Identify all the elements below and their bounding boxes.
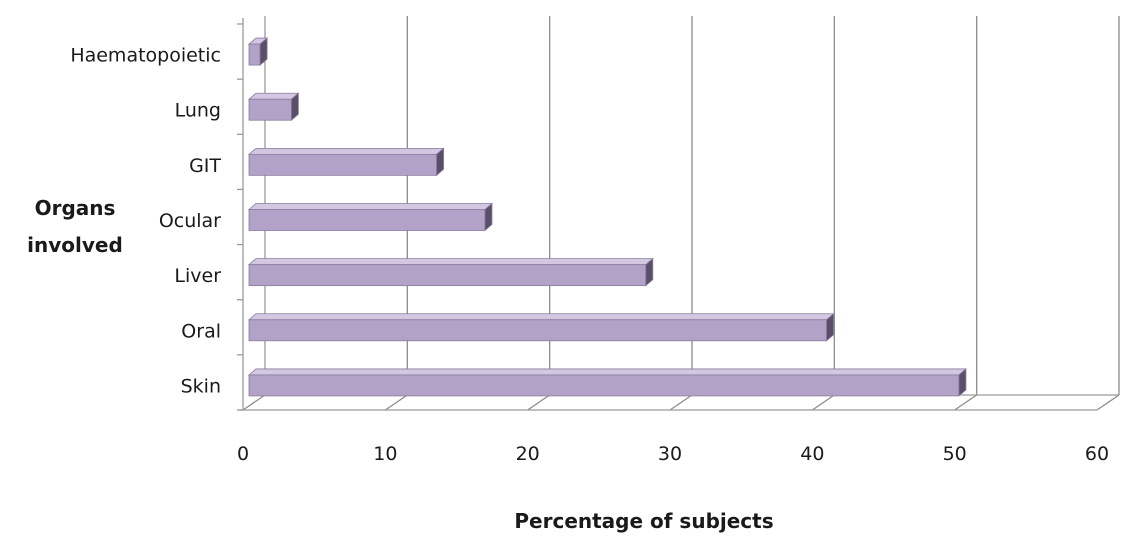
bar-top-face (247, 313, 835, 321)
category-label: Lung (175, 100, 221, 122)
bar-oral (247, 312, 835, 342)
category-label: Oral (181, 320, 221, 342)
bar-front-face (248, 319, 827, 342)
bar-side-face (484, 202, 493, 232)
bar-top-face (247, 258, 654, 266)
bar-lung (247, 92, 300, 122)
bar-haematopoietic (247, 37, 269, 66)
x-tick-labels: 0 10 20 30 40 50 60 (237, 443, 1109, 465)
x-tick-label: 60 (1085, 443, 1109, 465)
bar-front-face (248, 153, 437, 176)
bar-front-face (248, 209, 486, 231)
bar-side-face (645, 257, 654, 287)
category-label: Ocular (159, 210, 221, 232)
category-label: GIT (189, 155, 221, 177)
bar-liver (247, 257, 654, 287)
floor-line-50 (954, 394, 978, 411)
x-tick-label: 0 (237, 443, 249, 465)
bar-ocular (247, 202, 494, 232)
floor-line-10 (384, 394, 408, 411)
x-tick-label: 40 (800, 443, 824, 465)
bar-side-face (958, 368, 967, 397)
x-tick-label: 20 (516, 443, 540, 465)
floor-line-0 (242, 394, 266, 411)
floor-line-30 (669, 394, 693, 411)
bar-top-face (247, 368, 968, 376)
category-labels: Skin Oral Liver Ocular GIT Lung Haematopoietic (70, 45, 221, 398)
gridlines (242, 16, 1120, 411)
floor-line-20 (527, 394, 551, 411)
x-tick-label: 30 (658, 443, 682, 465)
bar-front-face (248, 98, 292, 121)
category-label: Haematopoietic (70, 45, 221, 67)
bar-top-face (247, 147, 445, 155)
bar-front-face (248, 43, 261, 66)
y-axis-title-line-1: Organs (35, 196, 116, 220)
floor-line-40 (811, 394, 835, 411)
y-axis-title-line-2: involved (27, 233, 123, 257)
bar-side-face (259, 37, 268, 66)
x-axis-title: Percentage of subjects (514, 509, 773, 533)
floor-line-60 (1096, 394, 1120, 411)
bar-side-face (290, 92, 299, 122)
x-tick-label: 50 (943, 443, 967, 465)
bar-top-face (247, 203, 494, 210)
bars (247, 37, 968, 397)
bar-side-face (826, 312, 834, 342)
bar-front-face (248, 374, 960, 397)
bar-front-face (248, 264, 647, 287)
bar-skin (247, 368, 968, 397)
bar-top-face (247, 92, 300, 100)
bar-git (247, 147, 445, 177)
bar-side-face (436, 147, 444, 177)
category-label: Liver (174, 265, 221, 287)
x-tick-label: 10 (373, 443, 397, 465)
category-label: Skin (181, 375, 221, 397)
